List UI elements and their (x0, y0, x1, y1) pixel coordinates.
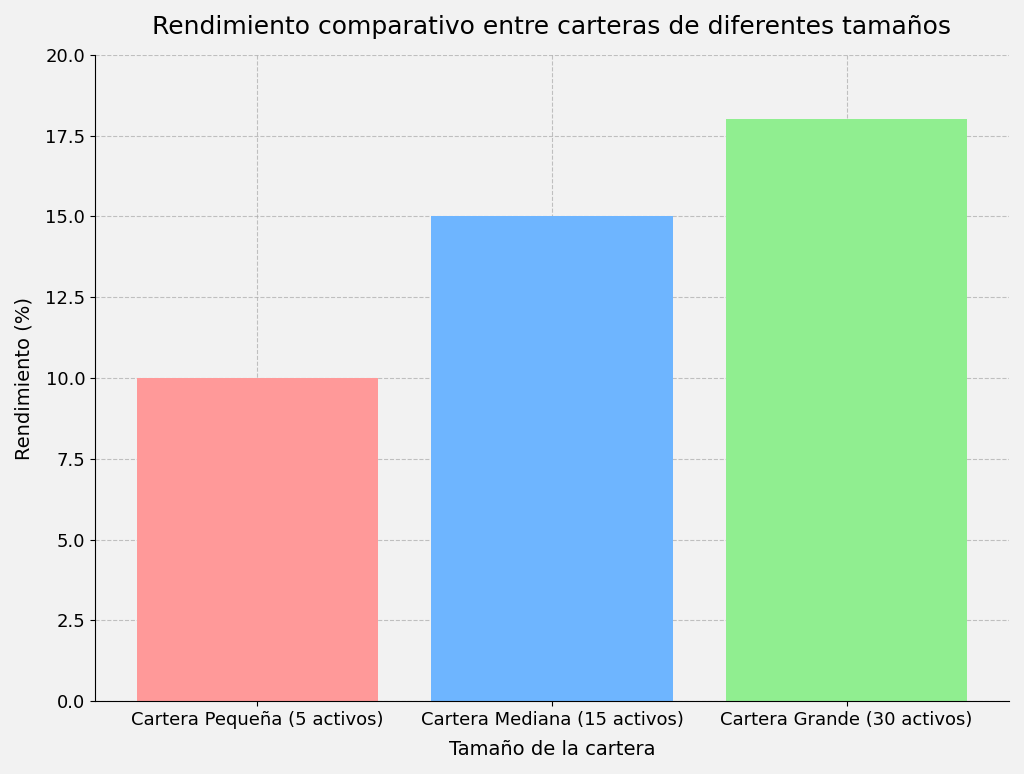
Title: Rendimiento comparativo entre carteras de diferentes tamaños: Rendimiento comparativo entre carteras d… (153, 15, 951, 39)
Y-axis label: Rendimiento (%): Rendimiento (%) (15, 296, 34, 460)
Bar (726, 119, 968, 701)
X-axis label: Tamaño de la cartera: Tamaño de la cartera (449, 740, 655, 759)
Bar (431, 217, 673, 701)
Bar (136, 378, 378, 701)
